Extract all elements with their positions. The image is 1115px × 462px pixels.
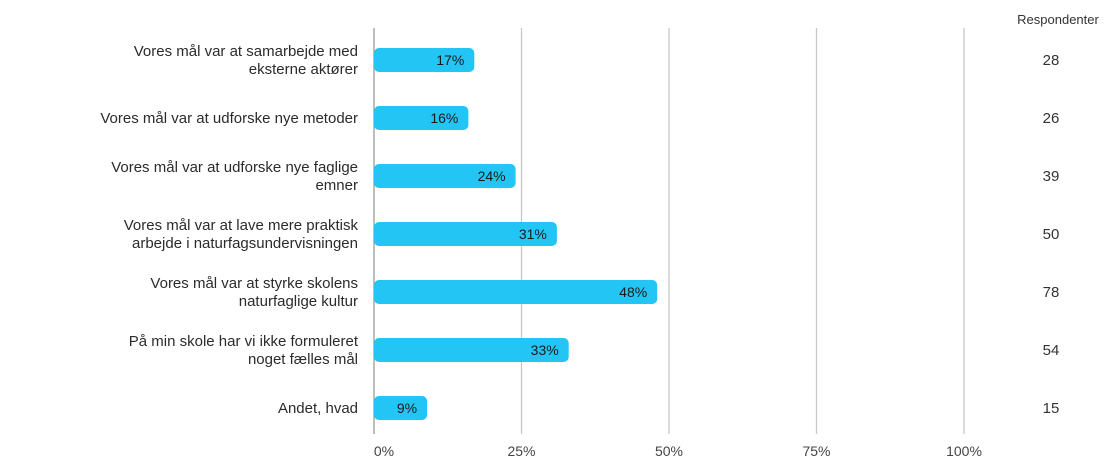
- respondent-count: 26: [1043, 110, 1060, 127]
- bar: [374, 222, 557, 246]
- respondent-count: 39: [1043, 168, 1060, 185]
- bar: [374, 48, 475, 72]
- category-label: Andet, hvad: [278, 400, 358, 417]
- category-label: naturfaglige kultur: [239, 293, 358, 310]
- respondent-count: 50: [1043, 226, 1060, 243]
- x-tick-label: 0%: [374, 443, 394, 459]
- bar-value-label: 17%: [436, 52, 464, 68]
- category-label: Vores mål var at samarbejde med: [134, 43, 358, 60]
- respondent-count: 78: [1043, 284, 1060, 301]
- category-label: Vores mål var at udforske nye metoder: [100, 110, 358, 127]
- x-tick-label: 50%: [655, 443, 683, 459]
- x-tick-label: 25%: [507, 443, 535, 459]
- category-label: Vores mål var at styrke skolens: [150, 275, 358, 292]
- respondent-count: 54: [1043, 342, 1060, 359]
- x-tick-label: 75%: [802, 443, 830, 459]
- respondent-count: 15: [1043, 400, 1060, 417]
- bar: [374, 396, 428, 420]
- category-label: emner: [315, 177, 358, 194]
- bar-value-label: 24%: [478, 168, 506, 184]
- category-label: eksterne aktører: [249, 61, 358, 78]
- bar-value-label: 31%: [519, 226, 547, 242]
- respondent-count: 28: [1043, 52, 1060, 69]
- category-label: noget fælles mål: [248, 351, 358, 368]
- bar-value-label: 16%: [430, 110, 458, 126]
- category-label: Vores mål var at lave mere praktisk: [124, 217, 359, 234]
- bar-value-label: 33%: [531, 342, 559, 358]
- bar: [374, 338, 569, 362]
- x-tick-label: 100%: [946, 443, 982, 459]
- bar: [374, 164, 516, 188]
- category-label: På min skole har vi ikke formuleret: [129, 333, 359, 350]
- bar: [374, 106, 469, 130]
- category-label: Vores mål var at udforske nye faglige: [111, 159, 358, 176]
- bar-value-label: 9%: [397, 400, 417, 416]
- bar-value-label: 48%: [619, 284, 647, 300]
- respondents-header: Respondenter: [1017, 12, 1099, 27]
- category-label: arbejde i naturfagsundervisningen: [132, 235, 358, 252]
- bar: [374, 280, 658, 304]
